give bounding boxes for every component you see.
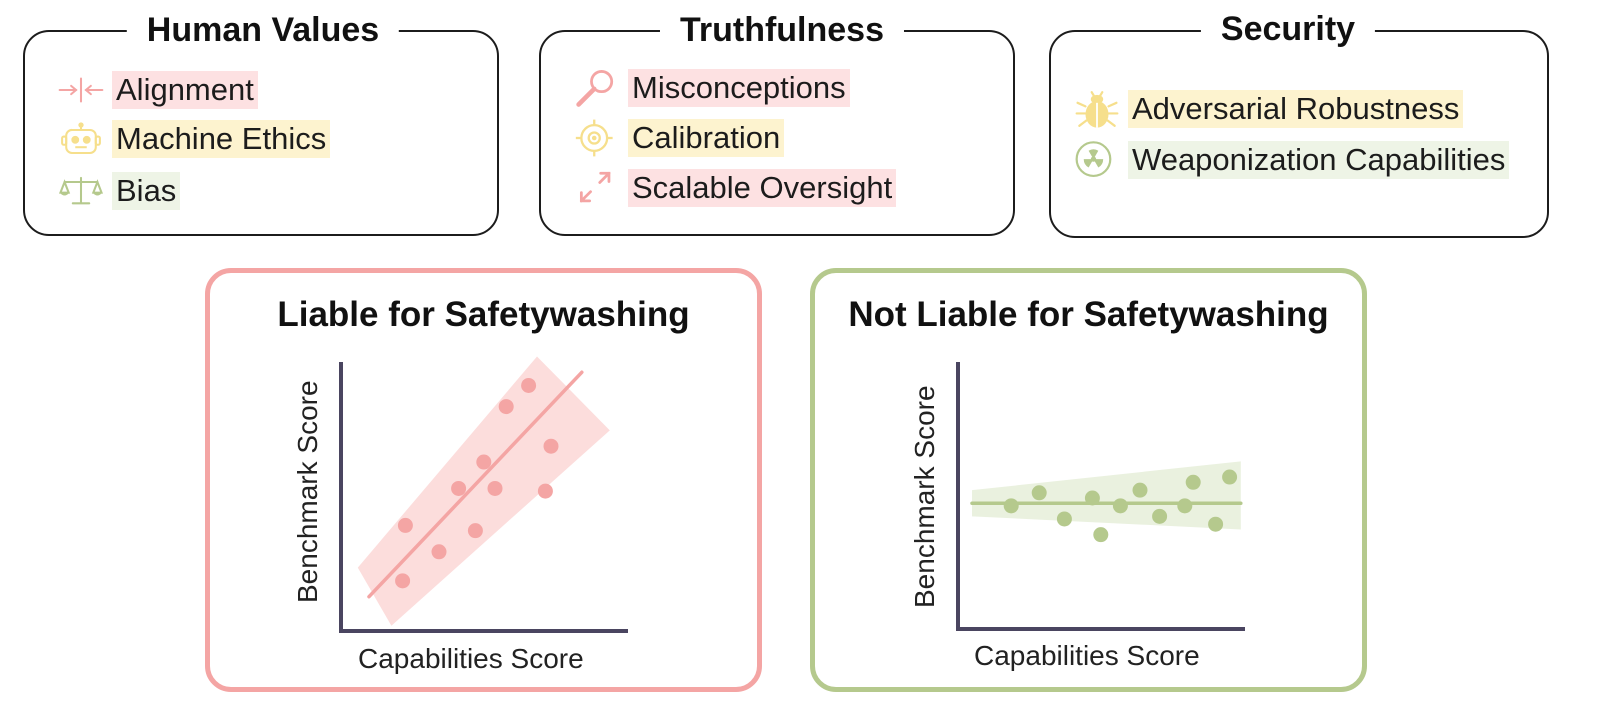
- data-point-7: [1132, 482, 1148, 498]
- calibration-item: Calibration: [574, 118, 785, 158]
- confidence-band: [357, 356, 610, 626]
- data-point-5: [1093, 527, 1109, 543]
- alignment-label: Alignment: [112, 71, 258, 109]
- calibration-label: Calibration: [628, 119, 785, 157]
- security-title: Security: [1200, 7, 1376, 51]
- data-point-7: [487, 480, 503, 496]
- weaponization-capabilities-label: Weaponization Capabilities: [1128, 141, 1510, 179]
- data-point-3: [1056, 511, 1072, 527]
- liable-scatter-plot: [339, 356, 628, 633]
- arrows-inward-icon: [58, 70, 104, 110]
- not-liable-scatter-plot: [956, 362, 1245, 631]
- data-point-3: [431, 544, 447, 560]
- weaponization-capabilities-item: Weaponization Capabilities: [1074, 140, 1510, 180]
- data-point-4: [451, 480, 467, 496]
- target-icon: [574, 118, 620, 158]
- data-point-2: [397, 517, 413, 533]
- expand-arrows-icon: [574, 168, 620, 208]
- data-point-5: [467, 523, 483, 539]
- scalable-oversight-label: Scalable Oversight: [628, 169, 897, 207]
- trend-line: [367, 370, 584, 599]
- bug-icon: [1074, 89, 1120, 129]
- alignment-item: Alignment: [58, 70, 258, 110]
- misconceptions-label: Misconceptions: [628, 69, 850, 107]
- data-point-9: [1177, 498, 1193, 514]
- bias-item: Bias: [58, 171, 181, 211]
- truthfulness-title: Truthfulness: [659, 8, 905, 52]
- machine-ethics-item: Machine Ethics: [58, 119, 331, 159]
- liable-y-axis-label: Benchmark Score: [292, 380, 323, 603]
- data-point-6: [1112, 498, 1128, 514]
- data-point-10: [1185, 474, 1201, 490]
- scalable-oversight-item: Scalable Oversight: [574, 168, 897, 208]
- data-point-10: [537, 483, 553, 499]
- bias-label: Bias: [112, 172, 181, 210]
- data-point-11: [543, 438, 559, 454]
- confidence-band: [972, 461, 1241, 530]
- data-point-8: [498, 399, 514, 415]
- not-liable-y-axis-label: Benchmark Score: [909, 385, 940, 608]
- radiation-icon: [1074, 140, 1120, 180]
- not-liable-x-axis-label: Capabilities Score: [974, 640, 1200, 671]
- data-point-1: [395, 573, 411, 589]
- robot-icon: [58, 119, 104, 159]
- data-point-4: [1084, 490, 1100, 506]
- data-point-2: [1031, 485, 1047, 501]
- liable-panel-title: Liable for Safetywashing: [277, 295, 690, 334]
- data-point-1: [1003, 498, 1019, 514]
- data-point-8: [1152, 508, 1168, 524]
- data-point-12: [1222, 469, 1238, 485]
- adversarial-robustness-label: Adversarial Robustness: [1128, 90, 1464, 128]
- not-liable-panel: Not Liable for Safetywashing: [810, 268, 1367, 692]
- magnifier-icon: [574, 68, 620, 108]
- data-point-11: [1208, 516, 1224, 532]
- adversarial-robustness-item: Adversarial Robustness: [1074, 89, 1464, 129]
- data-point-6: [476, 454, 492, 470]
- security-box: [1049, 30, 1549, 238]
- not-liable-panel-title: Not Liable for Safetywashing: [848, 295, 1329, 334]
- data-point-9: [521, 377, 537, 393]
- human-values-title: Human Values: [126, 8, 400, 52]
- liable-x-axis-label: Capabilities Score: [358, 643, 584, 674]
- machine-ethics-label: Machine Ethics: [112, 120, 331, 158]
- scales-icon: [58, 171, 104, 211]
- misconceptions-item: Misconceptions: [574, 68, 850, 108]
